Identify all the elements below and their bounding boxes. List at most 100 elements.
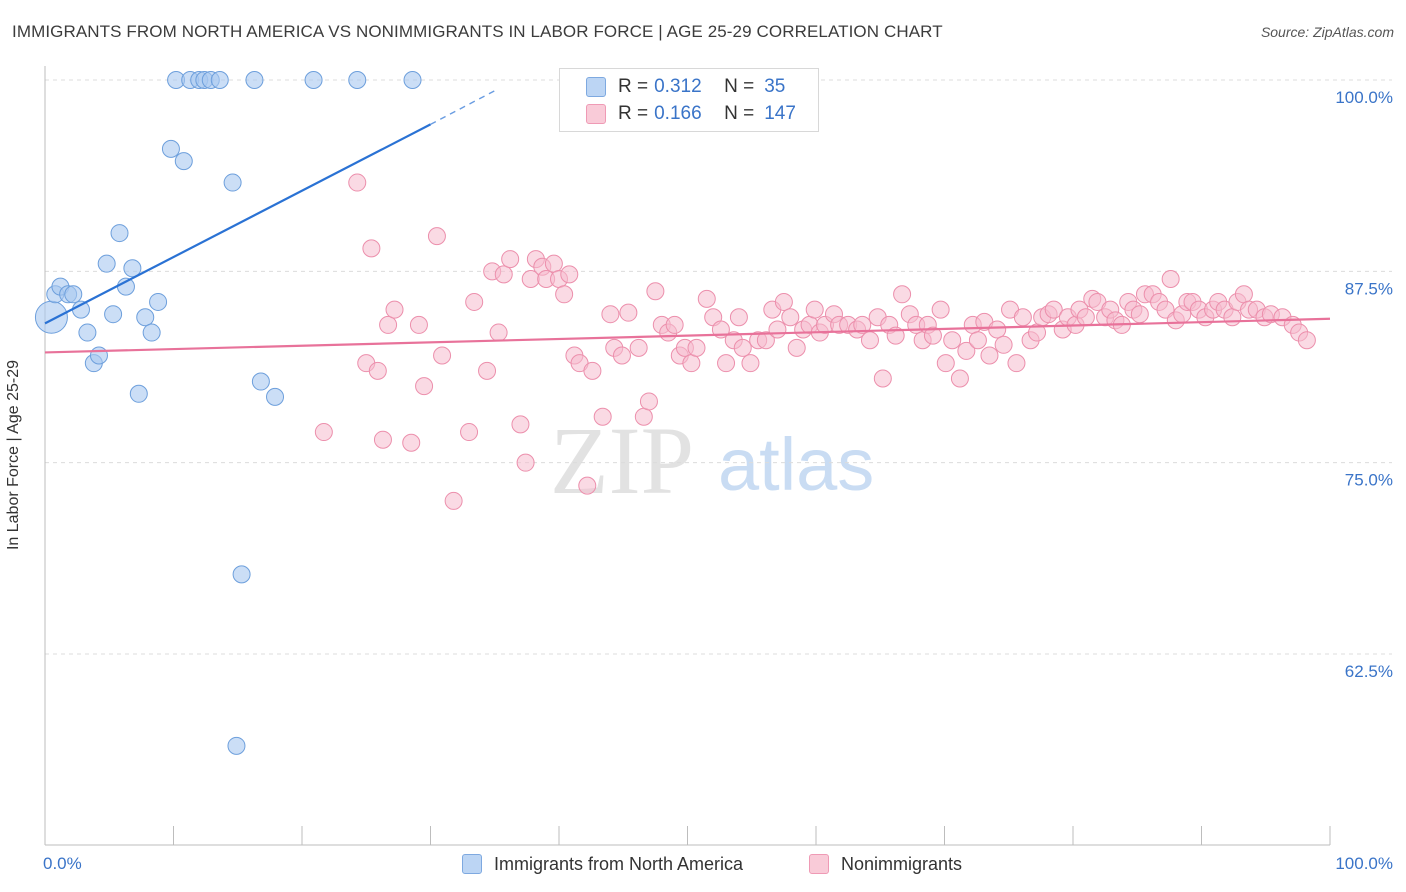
bottom-legend-swatch-blue [462, 854, 482, 874]
data-point-nonimmigrants [1297, 331, 1316, 350]
data-point-nonimmigrants [379, 315, 398, 334]
data-point-immigrants [227, 736, 246, 755]
data-point-nonimmigrants [936, 354, 955, 373]
y-tick-label: 100.0% [1335, 88, 1393, 107]
bottom-legend-label: Immigrants from North America [494, 853, 744, 874]
data-point-nonimmigrants [774, 292, 793, 311]
legend-r-label: R = [618, 103, 649, 124]
data-point-nonimmigrants [362, 239, 381, 258]
data-point-nonimmigrants [741, 354, 760, 373]
data-point-nonimmigrants [619, 303, 638, 322]
data-point-nonimmigrants [682, 354, 701, 373]
data-point-nonimmigrants [494, 265, 513, 284]
data-point-immigrants [251, 372, 270, 391]
data-point-nonimmigrants [781, 308, 800, 327]
data-point-immigrants [110, 224, 129, 243]
data-point-nonimmigrants [415, 377, 434, 396]
data-point-immigrants [89, 346, 108, 365]
data-point-nonimmigrants [314, 423, 333, 442]
data-point-nonimmigrants [368, 361, 387, 380]
data-point-nonimmigrants [968, 331, 987, 350]
data-point-nonimmigrants [805, 300, 824, 319]
bottom-legend-nonimmigrants: Nonimmigrants [809, 852, 962, 876]
bottom-legend-immigrants: Immigrants from North America [462, 852, 743, 876]
data-point-nonimmigrants [873, 369, 892, 388]
legend-r-value: 0.312 [654, 76, 702, 97]
trend-lines [44, 90, 1331, 354]
legend-row-nonimmigrants: R = 0.166 N = 147 [586, 102, 796, 126]
data-point-nonimmigrants [931, 300, 950, 319]
data-point-nonimmigrants [988, 320, 1007, 339]
correlation-legend: R = 0.312 N = 35 R = 0.166 N = 147 [559, 68, 819, 132]
legend-row-immigrants: R = 0.312 N = 35 [586, 75, 785, 99]
data-point-immigrants [97, 254, 116, 273]
data-point-nonimmigrants [729, 308, 748, 327]
data-point-immigrants [142, 323, 161, 342]
data-point-nonimmigrants [733, 338, 752, 357]
watermark-atlas: atlas [718, 423, 874, 506]
data-point-nonimmigrants [943, 331, 962, 350]
data-point-nonimmigrants [950, 369, 969, 388]
data-point-immigrants [245, 71, 264, 89]
data-point-nonimmigrants [957, 341, 976, 360]
data-point-immigrants [78, 323, 97, 342]
immigrants-points [34, 71, 422, 755]
data-point-nonimmigrants [478, 361, 497, 380]
data-point-nonimmigrants [444, 491, 463, 510]
data-point-nonimmigrants [1076, 308, 1095, 327]
data-point-immigrants [304, 71, 323, 89]
data-point-nonimmigrants [465, 292, 484, 311]
data-point-nonimmigrants [511, 415, 530, 434]
y-tick-label: 75.0% [1345, 471, 1393, 490]
trend-line-immigrants-extension [430, 90, 496, 126]
data-point-nonimmigrants [646, 282, 665, 301]
trend-line-nonimmigrants [44, 317, 1331, 354]
y-axis-label: In Labor Force | Age 25-29 [5, 359, 22, 551]
data-point-immigrants [149, 292, 168, 311]
data-point-nonimmigrants [1161, 269, 1180, 288]
x-tick-label: 0.0% [43, 854, 82, 873]
trend-line-immigrants [44, 123, 432, 325]
data-point-nonimmigrants [593, 407, 612, 426]
x-tick-label: 100.0% [1335, 854, 1393, 873]
data-point-immigrants [136, 308, 155, 327]
data-point-nonimmigrants [634, 407, 653, 426]
data-point-immigrants [266, 387, 285, 406]
data-point-nonimmigrants [1223, 308, 1242, 327]
data-point-nonimmigrants [697, 289, 716, 308]
data-point-nonimmigrants [1130, 305, 1149, 324]
data-point-nonimmigrants [994, 335, 1013, 354]
data-point-nonimmigrants [629, 338, 648, 357]
data-point-immigrants [232, 565, 251, 584]
legend-n-value: 147 [764, 103, 796, 124]
data-point-nonimmigrants [409, 315, 428, 334]
axes [44, 66, 1331, 846]
data-point-immigrants [174, 152, 193, 171]
data-point-nonimmigrants [501, 250, 520, 269]
chart-title: IMMIGRANTS FROM NORTH AMERICA VS NONIMMI… [12, 22, 943, 41]
data-point-nonimmigrants [427, 227, 446, 246]
data-point-nonimmigrants [433, 346, 452, 365]
y-tick-label: 62.5% [1345, 662, 1393, 681]
data-point-immigrants [129, 384, 148, 403]
data-point-nonimmigrants [583, 361, 602, 380]
legend-swatch-blue [586, 77, 606, 97]
data-point-immigrants [223, 173, 242, 192]
legend-n-label: N = [724, 103, 755, 124]
data-point-nonimmigrants [853, 315, 872, 334]
data-point-nonimmigrants [578, 476, 597, 495]
data-point-immigrants [403, 71, 422, 89]
legend-n-value: 35 [764, 76, 786, 97]
tick-labels: 100.0% 87.5% 75.0% 62.5% 0.0% 100.0% [43, 88, 1393, 873]
data-point-nonimmigrants [601, 305, 620, 324]
data-point-nonimmigrants [787, 338, 806, 357]
data-point-nonimmigrants [639, 392, 658, 411]
data-point-nonimmigrants [860, 331, 879, 350]
data-point-nonimmigrants [980, 346, 999, 365]
bottom-legend-swatch-pink [809, 854, 829, 874]
legend-r-value: 0.166 [654, 103, 702, 124]
data-point-nonimmigrants [460, 423, 479, 442]
data-point-immigrants [34, 300, 68, 334]
legend-r-label: R = [618, 76, 649, 97]
